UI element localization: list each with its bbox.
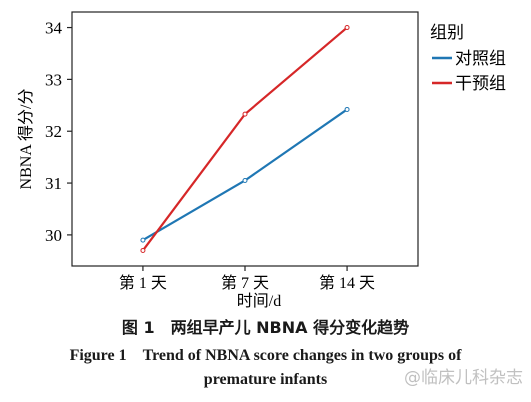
series-2	[140, 25, 350, 253]
series-1	[140, 106, 350, 243]
x-axis: 第 1 天 第 7 天 第 14 天时间/d	[119, 266, 375, 310]
data-point	[140, 237, 146, 243]
legend-title: 组别	[430, 23, 464, 42]
watermark: @临床儿科杂志	[404, 368, 523, 388]
y-tick-label: 34	[45, 19, 63, 38]
legend-entry: 干预组	[455, 74, 506, 93]
y-tick-label: 30	[45, 226, 62, 245]
plot-border	[71, 11, 419, 267]
figure-caption-english: Figure 1 Trend of NBNA score changes in …	[0, 344, 531, 392]
line-chart: 30 31 32 33 34 NBNA 得分/分 第 1 天 第 7 天 第 14 天时间/d…	[17, 11, 506, 310]
y-tick-label: 32	[45, 122, 62, 141]
y-tick-label: 33	[45, 70, 62, 89]
y-axis-label: NBNA 得分/分	[17, 89, 35, 190]
figure-caption-english-line2: premature infants	[203, 371, 328, 388]
x-tick-label: 第 7 天	[221, 274, 269, 292]
x-tick-label: 第 1 天	[119, 274, 167, 292]
x-tick-label: 第 14 天	[319, 274, 375, 292]
series-line	[142, 26, 348, 252]
data-point	[344, 106, 350, 112]
data-point	[242, 177, 248, 183]
legend-entry: 对照组	[455, 49, 506, 68]
data-point	[140, 247, 146, 253]
data-point	[242, 111, 248, 117]
data-point	[344, 25, 350, 31]
figure-caption-chinese: 图 1 两组早产儿 NBNA 得分变化趋势	[121, 318, 410, 337]
series-layer	[140, 25, 350, 253]
y-axis: 30 31 32 33 34 NBNA 得分/分	[17, 19, 72, 245]
series-line	[142, 108, 348, 242]
x-axis-label: 时间/d	[237, 292, 281, 310]
figure-caption-english-line1: Figure 1 Trend of NBNA score changes in …	[69, 347, 462, 364]
y-tick-label: 31	[45, 174, 62, 193]
plot-frame	[71, 11, 419, 267]
